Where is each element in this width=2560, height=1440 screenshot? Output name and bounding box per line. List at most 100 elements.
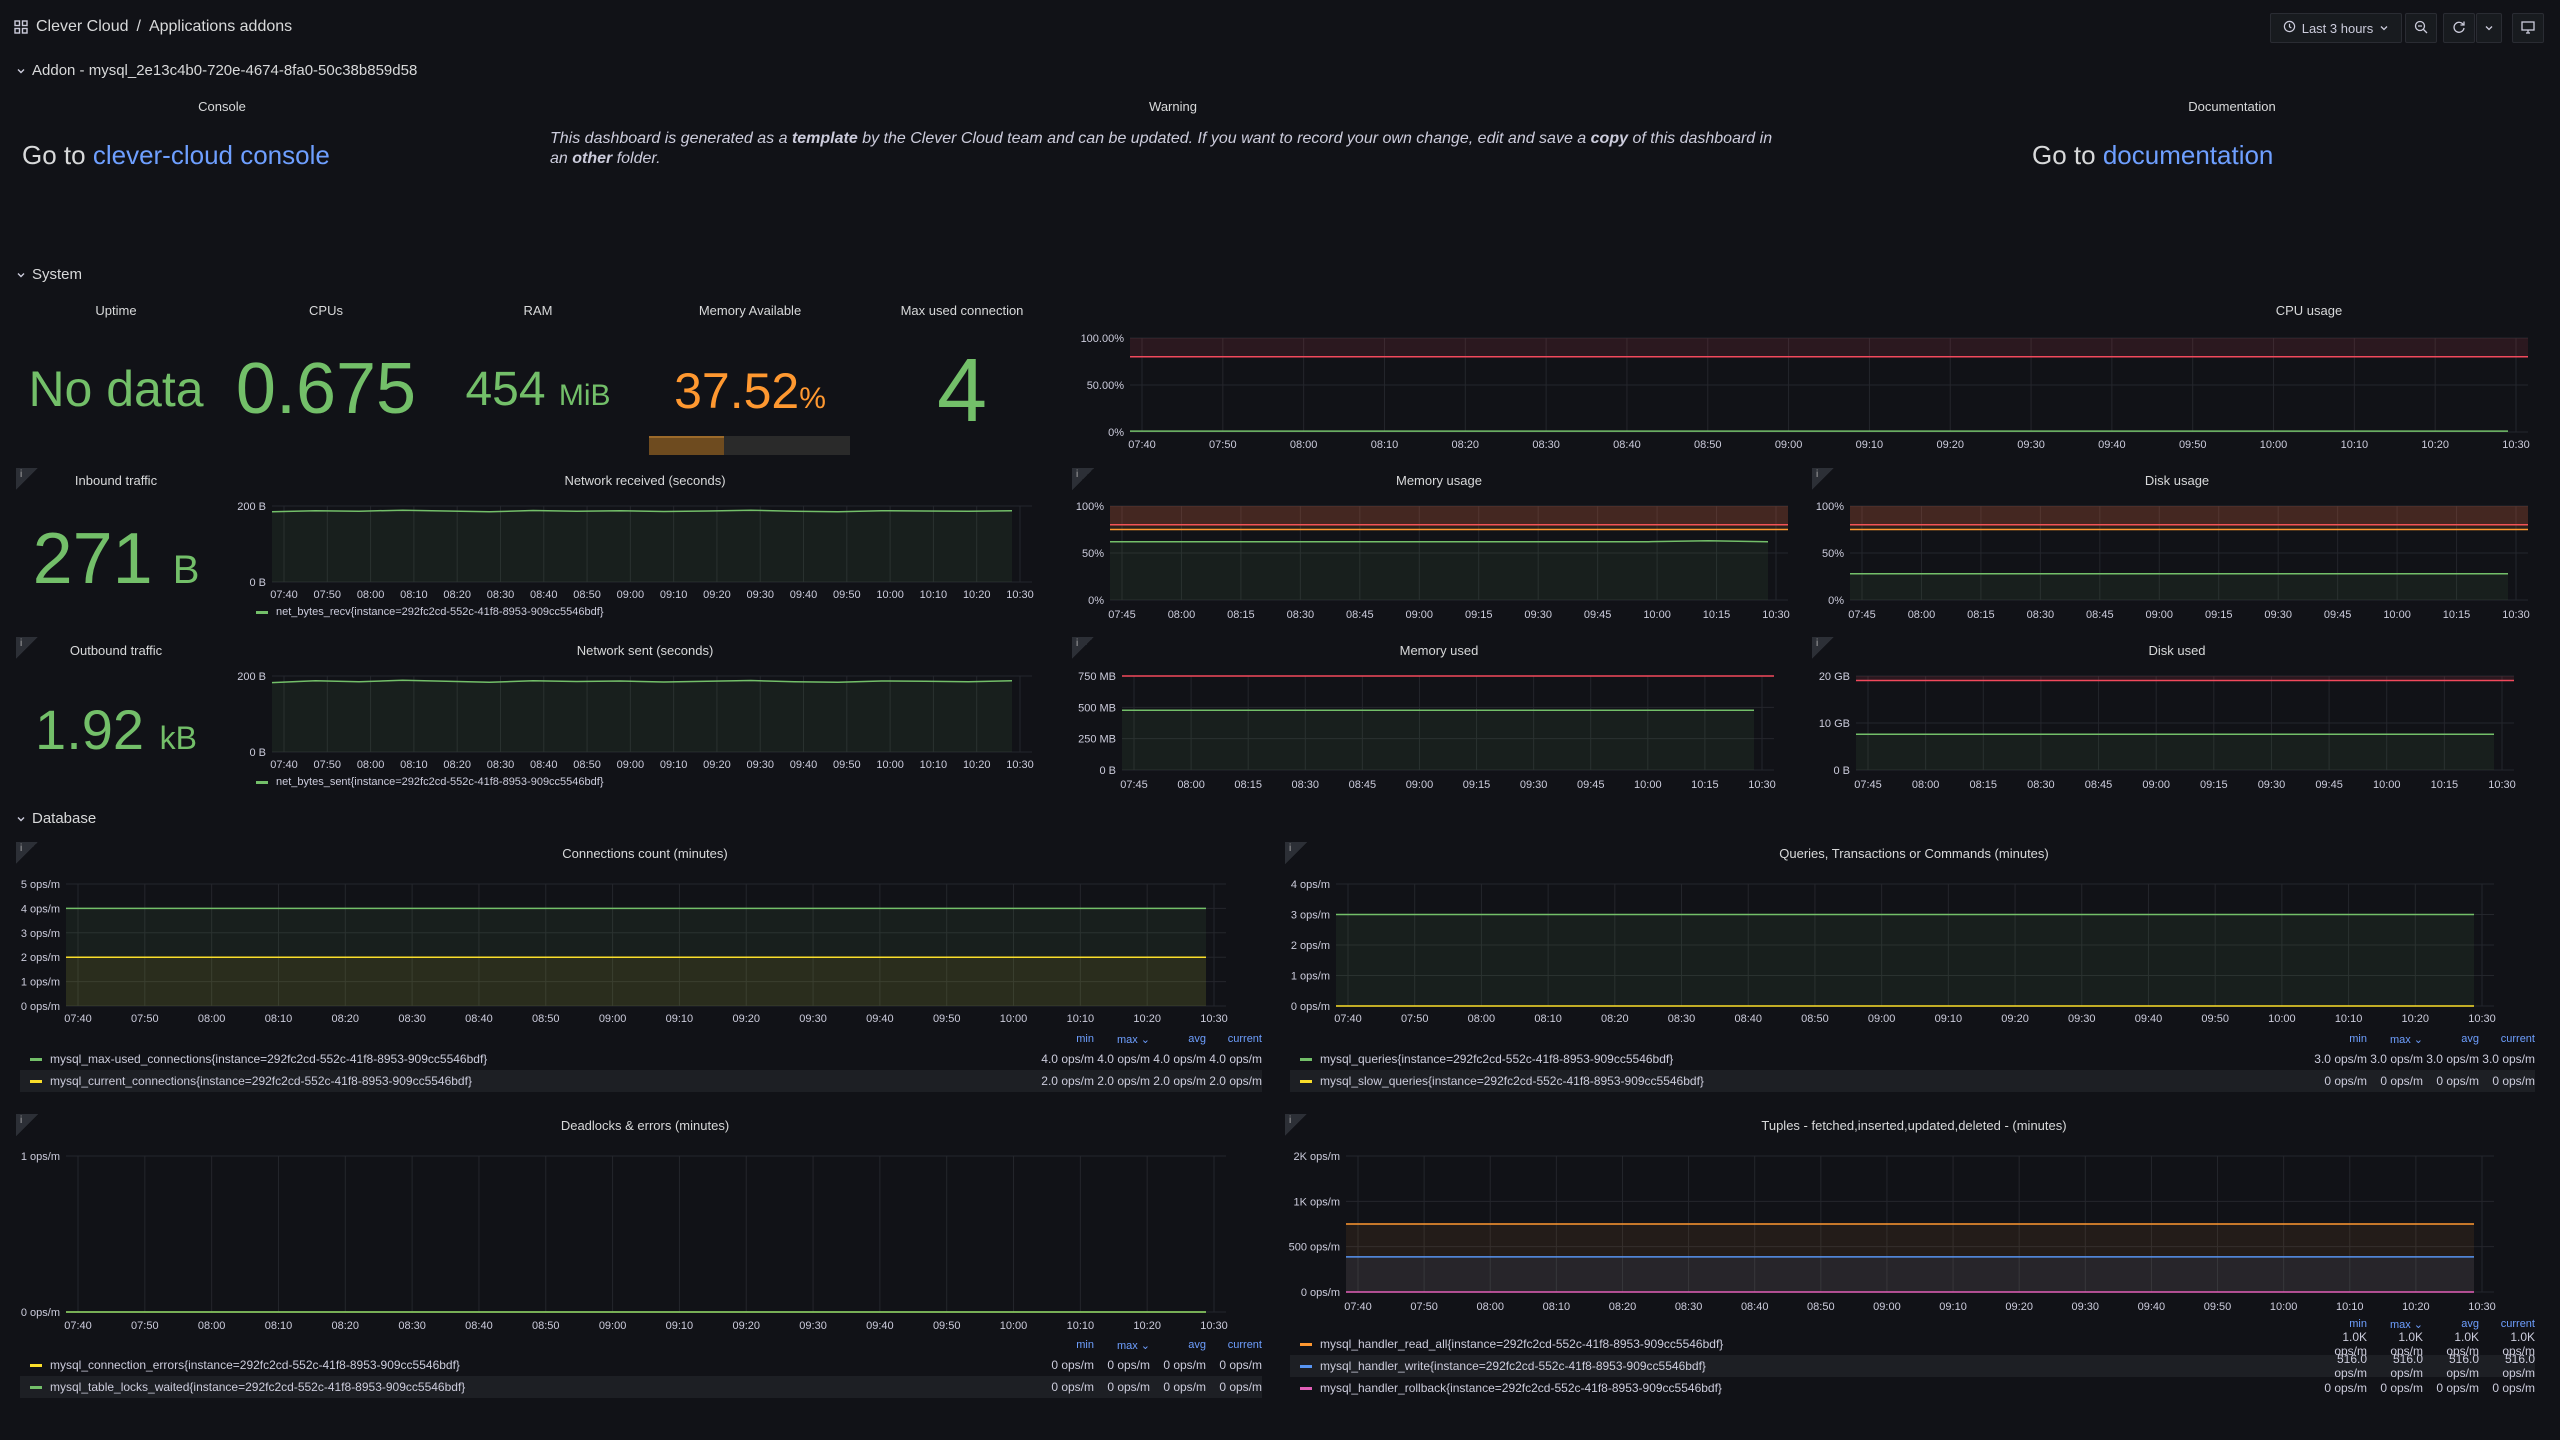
legend-item[interactable]: mysql_current_connections{instance=292fc… [20, 1070, 1262, 1092]
time-picker-button[interactable]: Last 3 hours [2270, 13, 2402, 43]
panel-info-icon[interactable]: i [1072, 637, 1094, 659]
connections-panel-title: Connections count (minutes) [562, 846, 728, 861]
legend-header-max[interactable]: max ⌄ [1116, 1033, 1150, 1046]
legend-series-name: mysql_current_connections{instance=292fc… [50, 1074, 472, 1088]
legend-item[interactable]: mysql_max-used_connections{instance=292f… [20, 1048, 1262, 1070]
refresh-interval-button[interactable] [2476, 13, 2502, 43]
legend-header-max[interactable]: max ⌄ [1116, 1339, 1150, 1352]
panel-info-icon[interactable]: i [16, 1114, 38, 1136]
x-tick-label: 09:00 [617, 589, 645, 601]
x-tick-label: 09:20 [2001, 1013, 2029, 1025]
outbound-traffic-stat: 1.92 kB [16, 697, 216, 762]
refresh-button[interactable] [2443, 13, 2475, 43]
x-tick-label: 09:00 [599, 1013, 627, 1025]
legend-header-current[interactable]: current [2500, 1318, 2535, 1330]
uptime-value: No data [28, 361, 204, 417]
panel-info-icon[interactable]: i [1285, 842, 1307, 864]
x-tick-label: 09:30 [2258, 779, 2286, 791]
legend-series-name: mysql_handler_write{instance=292fc2cd-55… [1320, 1359, 1706, 1373]
legend-header-current[interactable]: current [2500, 1033, 2535, 1045]
x-tick-label: 08:00 [1908, 609, 1936, 621]
legend-item[interactable]: mysql_connection_errors{instance=292fc2c… [20, 1354, 1262, 1376]
legend-swatch [1300, 1364, 1312, 1368]
legend-item[interactable]: mysql_table_locks_waited{instance=292fc2… [20, 1376, 1262, 1398]
x-tick-label: 08:20 [1601, 1013, 1629, 1025]
breadcrumb-dashboard[interactable]: Applications addons [148, 18, 293, 35]
legend-value-min: 2.0 ops/m [1041, 1074, 1094, 1088]
x-tick-label: 08:00 [357, 759, 385, 771]
x-tick-label: 10:10 [920, 759, 948, 771]
y-tick-label: 3 ops/m [21, 928, 60, 940]
panel-info-icon[interactable]: i [16, 637, 38, 659]
panel-info-icon[interactable]: i [16, 468, 38, 490]
panel-info-icon[interactable]: i [1812, 637, 1834, 659]
x-tick-label: 09:40 [2135, 1013, 2163, 1025]
legend-value-max: 0 ops/m [1107, 1380, 1150, 1394]
legend-item[interactable]: net_bytes_sent{instance=292fc2cd-552c-41… [246, 771, 1026, 793]
x-tick-label: 09:50 [933, 1013, 961, 1025]
panel-info-icon[interactable]: i [1812, 468, 1834, 490]
x-tick-label: 08:10 [400, 759, 428, 771]
x-tick-label: 10:00 [1634, 779, 1662, 791]
deadlocks-legend: min max ⌄ avg current mysql_connection_error… [20, 1336, 1262, 1398]
x-tick-label: 09:10 [660, 589, 688, 601]
y-tick-label: 50% [1082, 548, 1104, 560]
legend-item[interactable]: mysql_handler_read_all{instance=292fc2cd… [1290, 1330, 2535, 1358]
legend-item[interactable]: mysql_queries{instance=292fc2cd-552c-41f… [1290, 1048, 2535, 1070]
legend-header-avg[interactable]: avg [2461, 1318, 2479, 1330]
legend-value-max: 4.0 ops/m [1097, 1052, 1150, 1066]
clever-cloud-console-link[interactable]: clever-cloud console [92, 140, 330, 170]
legend-value-current: 1.0K ops/m [2502, 1330, 2535, 1358]
legend-header-min[interactable]: min [1076, 1033, 1094, 1045]
x-tick-label: 09:10 [666, 1013, 694, 1025]
threshold-band [1110, 506, 1788, 530]
panel-info-icon[interactable]: i [1285, 1114, 1307, 1136]
y-tick-label: 2 ops/m [21, 952, 60, 964]
legend-item[interactable]: mysql_handler_write{instance=292fc2cd-55… [1290, 1352, 2535, 1380]
x-tick-label: 08:40 [1734, 1013, 1762, 1025]
legend-header-max[interactable]: max ⌄ [2389, 1318, 2423, 1331]
series-area [272, 510, 1012, 582]
inbound-traffic-unit: B [172, 548, 200, 592]
legend-header-current[interactable]: current [1227, 1339, 1262, 1351]
x-tick-label: 08:10 [400, 589, 428, 601]
warning-text-part: folder. [616, 150, 661, 167]
legend-item[interactable]: mysql_slow_queries{instance=292fc2cd-552… [1290, 1070, 2535, 1092]
documentation-link[interactable]: documentation [2102, 140, 2274, 170]
x-tick-label: 07:45 [1854, 779, 1882, 791]
refresh-icon [2452, 20, 2466, 37]
x-tick-label: 10:30 [1762, 609, 1790, 621]
row-database[interactable]: Database [16, 810, 96, 827]
legend-item[interactable]: mysql_handler_rollback{instance=292fc2cd… [1290, 1377, 2535, 1399]
legend-value-current: 516.0 ops/m [2502, 1352, 2535, 1380]
connections-legend: min max ⌄ avg current mysql_max-used_connect… [20, 1030, 1262, 1092]
x-tick-label: 07:40 [1344, 1301, 1372, 1313]
series-line [1110, 540, 1769, 543]
apps-grid-icon[interactable] [14, 20, 28, 34]
chevron-down-icon [17, 68, 25, 73]
legend-header-avg[interactable]: avg [2461, 1033, 2479, 1045]
panel-info-icon[interactable]: i [16, 842, 38, 864]
x-tick-label: 08:30 [398, 1320, 426, 1332]
y-tick-label: 0 ops/m [21, 1001, 60, 1013]
breadcrumb-folder[interactable]: Clever Cloud [36, 18, 129, 35]
x-tick-label: 08:40 [1613, 439, 1641, 451]
legend-header-min[interactable]: min [2349, 1318, 2367, 1330]
tv-mode-button[interactable] [2512, 13, 2544, 43]
legend-header-min[interactable]: min [1076, 1339, 1094, 1351]
row-system[interactable]: System [16, 266, 82, 283]
legend-header-avg[interactable]: avg [1188, 1339, 1206, 1351]
x-tick-label: 09:00 [1406, 779, 1434, 791]
x-tick-label: 10:00 [2268, 1013, 2296, 1025]
x-tick-label: 08:30 [1668, 1013, 1696, 1025]
legend-value-current: 0 ops/m [1219, 1358, 1262, 1372]
legend-header-min[interactable]: min [2349, 1033, 2367, 1045]
legend-header-max[interactable]: max ⌄ [2389, 1033, 2423, 1046]
memory-available-gauge [649, 436, 850, 455]
legend-header-current[interactable]: current [1227, 1033, 1262, 1045]
row-addon[interactable]: Addon - mysql_2e13c4b0-720e-4674-8fa0-50… [16, 62, 417, 79]
panel-info-icon[interactable]: i [1072, 468, 1094, 490]
legend-header-avg[interactable]: avg [1188, 1033, 1206, 1045]
legend-item[interactable]: net_bytes_recv{instance=292fc2cd-552c-41… [246, 601, 1026, 623]
zoom-out-button[interactable] [2405, 13, 2437, 43]
